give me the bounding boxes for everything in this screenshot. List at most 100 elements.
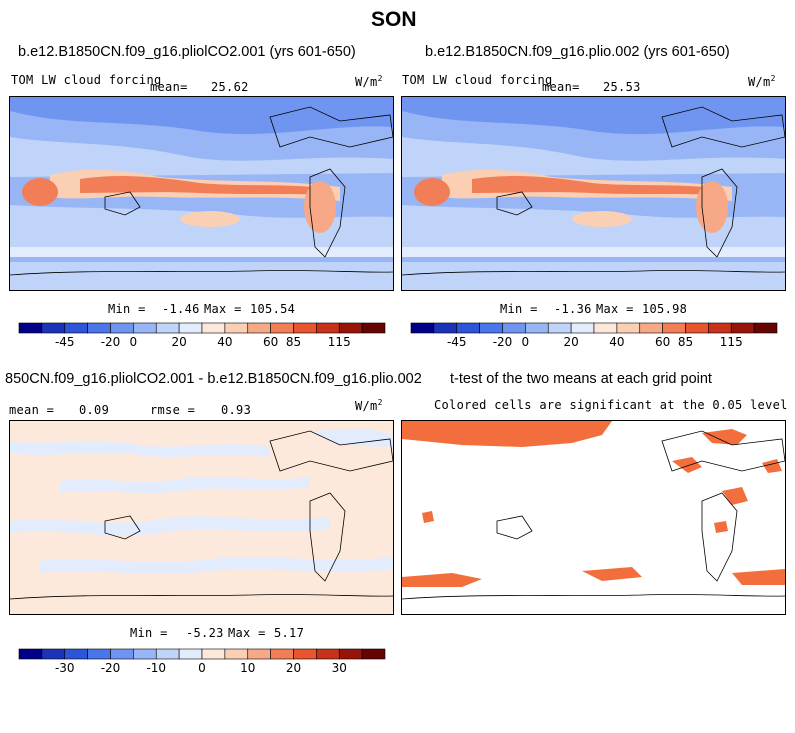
colorbar-2-swatch <box>456 322 480 334</box>
panel-3-coast-north <box>269 430 393 472</box>
colorbar-3-tick-label: 30 <box>332 661 347 675</box>
colorbar-1-swatch <box>361 322 386 334</box>
colorbar-1-tick-label: 0 <box>130 335 138 349</box>
colorbar-1-tick-label: 40 <box>217 335 232 349</box>
panel-1-colorbar: -45 -20 0 20 40 60 85 115 <box>18 322 386 349</box>
colorbar-3-swatch <box>64 648 88 660</box>
panel-1-spcz <box>180 211 240 227</box>
panel-2-variable-label: TOM LW cloud forcing <box>402 73 553 87</box>
colorbar-3-swatch <box>338 648 363 660</box>
panel-3-units-exp: 2 <box>377 398 383 407</box>
colorbar-1-swatch <box>110 322 134 334</box>
colorbar-3-swatch <box>178 648 203 660</box>
panel-2-coast-north <box>661 106 785 148</box>
panel-2-min-label: Min = <box>500 302 538 316</box>
panel-2-map <box>401 96 786 291</box>
panel-1-max-value: 105.54 <box>250 302 296 316</box>
colorbar-1-swatch <box>18 322 43 334</box>
colorbar-3-tick-label: -10 <box>146 661 166 675</box>
colorbar-1-swatch <box>224 322 249 334</box>
panel-3-coast-africa <box>309 492 346 582</box>
panel-2-min-value: -1.36 <box>554 302 592 316</box>
colorbar-2-swatch <box>639 322 663 334</box>
panel-3-map-svg <box>10 421 393 614</box>
colorbar-2-tick-label: 20 <box>563 335 578 349</box>
panel-1-antarctic <box>10 262 393 290</box>
panel-3-patch-2 <box>60 477 310 493</box>
panel-3-coast-australia <box>104 515 141 540</box>
colorbar-2-tick-label: 85 <box>678 335 693 349</box>
panel-4-coast-north <box>661 430 785 472</box>
panel-2-units: W/m2 <box>748 74 776 89</box>
panel-3-patch-4 <box>40 557 393 574</box>
colorbar-2-swatch <box>570 322 595 334</box>
panel-2-units-base: W/m <box>748 75 771 89</box>
panel-3-coast-antarctica <box>10 594 393 600</box>
colorbar-1-swatch <box>178 322 203 334</box>
panel-4-sig-patch-1 <box>672 457 702 473</box>
colorbar-3-swatch <box>87 648 111 660</box>
colorbar-2-swatch <box>547 322 572 334</box>
panel-3-patch-3 <box>10 516 330 536</box>
panel-1-coast-north <box>269 106 393 148</box>
panel-2-max-label: Max = <box>596 302 634 316</box>
panel-4-coast-antarctica <box>402 594 785 600</box>
panel-4-title: t-test of the two means at each grid poi… <box>450 371 712 387</box>
colorbar-1-swatch <box>41 322 66 334</box>
colorbar-2-swatch <box>708 322 732 334</box>
colorbar-2-swatch <box>662 322 686 334</box>
panel-1-africa-warm <box>304 181 336 233</box>
colorbar-3-swatch <box>18 648 43 660</box>
panel-1-min-value: -1.46 <box>162 302 200 316</box>
panel-3-patch-5 <box>310 429 393 447</box>
panel-1-coast-australia <box>104 191 141 216</box>
panel-3-min-label: Min = <box>130 626 168 640</box>
figure-title: SON <box>371 8 417 31</box>
colorbar-1-swatch <box>270 322 294 334</box>
panel-1-south-america-warm <box>22 178 58 206</box>
panel-2-north-band <box>402 97 785 135</box>
colorbar-1-tick-label: -20 <box>101 335 121 349</box>
panel-4-map <box>401 420 786 615</box>
panel-3-patch-1 <box>10 440 270 457</box>
colorbar-1-swatch <box>247 322 271 334</box>
panel-4-sig-south-2 <box>582 567 642 581</box>
panel-3-rmse-label: rmse = <box>150 403 196 417</box>
panel-4-sig-south-1 <box>402 573 482 587</box>
panel-1-units: W/m2 <box>355 74 383 89</box>
panel-1-units-base: W/m <box>355 75 378 89</box>
panel-4-sig-patch-5 <box>714 521 728 533</box>
colorbar-3-tick-label: -30 <box>55 661 75 675</box>
colorbar-2-swatch <box>502 322 526 334</box>
colorbar-2-swatch <box>525 322 549 334</box>
colorbar-2-swatch <box>616 322 641 334</box>
colorbar-3-tick-label: 20 <box>286 661 301 675</box>
colorbar-3-swatch <box>361 648 386 660</box>
colorbar-3-swatch <box>270 648 294 660</box>
colorbar-1-tick-label: -45 <box>55 335 75 349</box>
colorbar-1-swatch <box>201 322 226 334</box>
colorbar-2-tick-label: 115 <box>720 335 743 349</box>
panel-4-sig-patch-4 <box>422 511 434 523</box>
panel-2-coast-australia <box>496 191 533 216</box>
panel-3-max-value: 5.17 <box>274 626 305 640</box>
colorbar-2-tick-label: 60 <box>655 335 670 349</box>
colorbar-1-swatch <box>155 322 180 334</box>
panel-4-sig-arctic <box>402 421 612 447</box>
panel-1-min-label: Min = <box>108 302 146 316</box>
panel-3-rmse-value: 0.93 <box>221 403 252 417</box>
panel-4-coast-australia <box>496 515 533 540</box>
colorbar-1-swatch <box>338 322 363 334</box>
panel-1-south-light <box>10 247 393 257</box>
panel-2-south-america-warm <box>414 178 450 206</box>
panel-1-mean-label: mean= <box>150 80 188 94</box>
panel-2-max-value: 105.98 <box>642 302 688 316</box>
panel-4-coast-africa <box>701 492 738 582</box>
colorbar-2-swatch <box>410 322 435 334</box>
colorbar-2-swatch <box>433 322 458 334</box>
panel-3-units: W/m2 <box>355 398 383 413</box>
panel-1-variable-label: TOM LW cloud forcing <box>11 73 162 87</box>
colorbar-3-swatch <box>201 648 226 660</box>
colorbar-1-tick-label: 85 <box>286 335 301 349</box>
panel-4-sig-patch-2 <box>722 487 748 505</box>
